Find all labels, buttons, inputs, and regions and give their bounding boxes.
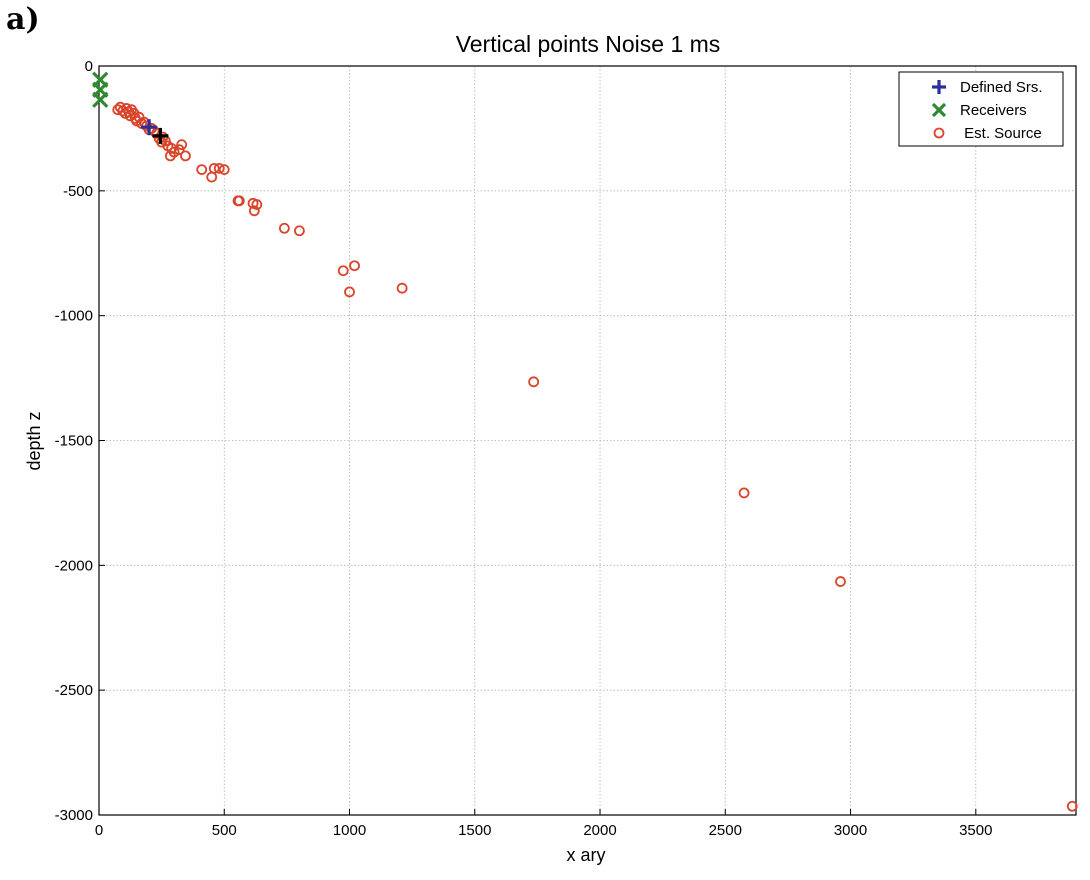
plot-area: 0 500 1000 1500 2000 2500 3000 3500 0 -500 -1000 -1… [55, 58, 1078, 839]
est-source-point [1066, 800, 1078, 812]
series-plus [141, 119, 169, 144]
est-source-point [278, 222, 290, 234]
legend-marker-plus [932, 80, 946, 94]
x-tick-label: 2500 [709, 822, 742, 839]
est-source-point [344, 286, 355, 298]
x-tick-label: 0 [95, 822, 103, 839]
series-x [92, 71, 109, 108]
est-source-point [213, 162, 225, 174]
est-source-point [294, 225, 305, 237]
est-source-point [233, 195, 245, 207]
receiver-point [92, 91, 109, 108]
y-tick-label: -500 [63, 183, 93, 200]
y-tick-label: -2500 [55, 682, 93, 699]
y-tick-label: -1000 [55, 308, 93, 325]
est-source-point [738, 487, 750, 499]
axes-frame [98, 65, 1077, 816]
legend-marker-circle [933, 127, 945, 139]
est-source-point [196, 164, 208, 176]
chart-title: Vertical points Noise 1 ms [456, 31, 721, 57]
plot-background [99, 66, 1076, 815]
legend-marker-x [931, 102, 947, 118]
y-axis-title: depth z [24, 411, 44, 470]
x-tick-label: 1500 [458, 822, 491, 839]
x-tick-label: 3500 [959, 822, 992, 839]
est-source-point [176, 139, 188, 151]
legend-label: Defined Srs. [960, 79, 1043, 96]
est-source-point [349, 260, 360, 272]
est-source-point [248, 205, 260, 217]
x-tick-label: 3000 [834, 822, 867, 839]
legend-marker-x-stroke [931, 102, 947, 118]
panel-label: a) [6, 2, 40, 37]
y-tick-label: -3000 [55, 807, 93, 824]
legend-box [898, 71, 1064, 147]
legend-label: Receivers [960, 102, 1027, 119]
y-tick-label: 0 [85, 58, 93, 75]
y-tick-label: -1500 [55, 433, 93, 450]
est-source-point [251, 199, 263, 210]
est-source-point [180, 150, 191, 162]
defined-source-point [152, 127, 169, 144]
x-axis-title: x ary [566, 845, 605, 865]
est-source-point [835, 576, 846, 587]
x-tick-label: 2000 [583, 822, 616, 839]
y-tick-label: -2000 [55, 557, 93, 574]
receiver-point-stroke [92, 91, 109, 108]
defined-source-point [141, 119, 158, 136]
est-source-point [208, 162, 220, 174]
legend: Defined Srs. Receivers Est. Source [898, 71, 1064, 147]
est-source-point [396, 282, 408, 294]
est-source-point [218, 164, 230, 176]
x-tick-label: 500 [212, 822, 237, 839]
est-source-point [337, 265, 349, 277]
est-source-point [164, 150, 176, 162]
x-tick-label: 1000 [333, 822, 366, 839]
legend-label: Est. Source [960, 125, 1042, 142]
est-source-point [528, 376, 540, 388]
